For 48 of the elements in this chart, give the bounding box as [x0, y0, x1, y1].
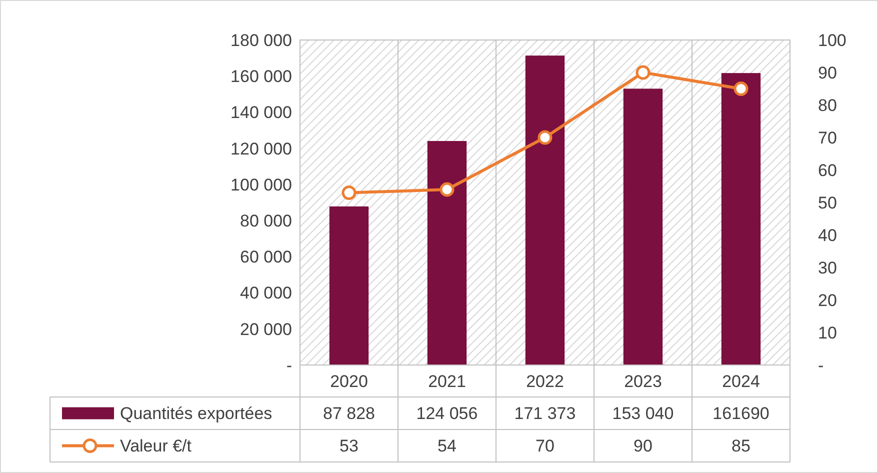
- legend-label: Valeur €/t: [120, 436, 192, 456]
- y2-tick-label: 60: [818, 160, 837, 180]
- y-tick-label: 80 000: [240, 212, 292, 231]
- y-tick-label: 180 000: [230, 30, 292, 50]
- y2-tick-label: 50: [818, 193, 837, 212]
- y2-tick-label: 100: [818, 30, 846, 50]
- legend-label: Quantités exportées: [120, 404, 272, 424]
- point: [440, 182, 454, 197]
- x-tick-label: 2022: [526, 372, 564, 391]
- x-tick-label: 2021: [428, 372, 466, 391]
- point: [538, 130, 552, 145]
- x-tick-label: 2020: [330, 372, 368, 391]
- y2-tick-label: 40: [818, 226, 837, 245]
- y2-tick-label: 30: [818, 258, 837, 278]
- bar: [427, 141, 467, 365]
- x-tick-label: 2024: [722, 372, 760, 391]
- y-tick-label: 120 000: [230, 139, 292, 158]
- y2-tick-label: 70: [818, 128, 837, 148]
- data-label: 85: [732, 436, 750, 456]
- data-label: 153 040: [612, 404, 674, 424]
- data-label: 90: [634, 436, 652, 456]
- bar: [525, 56, 565, 365]
- bar: [623, 88, 663, 365]
- x-tick-label: 2023: [624, 372, 662, 391]
- data-label: 171 373: [514, 404, 576, 424]
- y2-tick-label: 20: [818, 290, 837, 310]
- y-tick-label: 20 000: [240, 320, 292, 339]
- y2-tick-label: 80: [818, 96, 837, 115]
- data-label: 70: [536, 436, 554, 456]
- data-label: 161690: [712, 404, 770, 424]
- y-tick-label: 40 000: [240, 284, 292, 303]
- data-label: 53: [340, 436, 358, 456]
- point: [734, 82, 748, 96]
- point: [636, 65, 650, 80]
- bar: [329, 206, 369, 365]
- point: [342, 186, 356, 200]
- y-tick-label: 100 000: [230, 175, 292, 194]
- y2-tick-label: 90: [818, 63, 837, 82]
- data-label: 87 828: [323, 404, 375, 424]
- y2-tick-label: -: [818, 356, 824, 375]
- y2-tick-label: 10: [818, 323, 837, 342]
- data-label: 54: [438, 436, 456, 456]
- y-tick-label: 60 000: [240, 248, 292, 267]
- data-label: 124 056: [416, 404, 478, 424]
- bar: [721, 73, 761, 365]
- y-tick-label: 160 000: [230, 67, 292, 86]
- y-tick-label: -: [286, 356, 292, 375]
- y-tick-label: 140 000: [230, 103, 292, 122]
